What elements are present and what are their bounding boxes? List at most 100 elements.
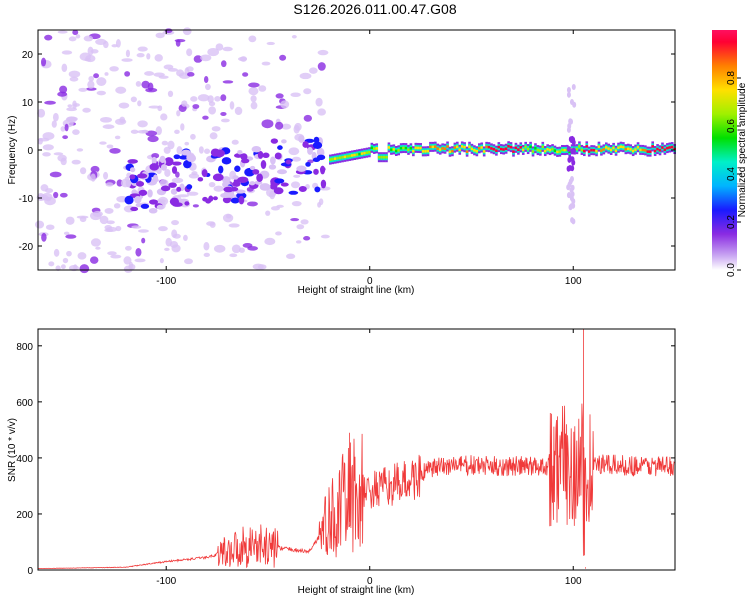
carrier-core	[622, 145, 625, 149]
carrier-core	[580, 148, 584, 152]
noise-blob	[300, 219, 309, 225]
carrier-core	[358, 152, 361, 156]
carrier-core	[575, 147, 579, 151]
carrier-core	[380, 155, 383, 159]
noise-blob	[66, 250, 72, 257]
carrier-core	[341, 155, 344, 159]
signal-blob	[124, 195, 134, 205]
carrier-core	[377, 155, 381, 159]
carrier-core	[653, 149, 657, 153]
noise-blob	[200, 54, 212, 62]
carrier-core	[656, 147, 659, 151]
noise-blob	[62, 257, 69, 264]
noise-blob	[109, 66, 119, 72]
noise-blob	[107, 251, 117, 256]
noise-blob	[53, 248, 60, 257]
carrier-core	[541, 145, 545, 149]
noise-blob	[261, 119, 274, 129]
noise-blob	[198, 146, 204, 154]
carrier-core	[502, 148, 506, 151]
carrier-core	[587, 150, 591, 153]
noise-blob	[270, 206, 280, 211]
carrier-core	[355, 153, 359, 156]
signal-blob	[236, 192, 247, 199]
noise-blob	[82, 107, 91, 113]
burst-blob	[568, 155, 573, 162]
burst-blob	[571, 147, 576, 154]
spectrogram-marks	[34, 27, 676, 274]
noise-blob	[45, 197, 52, 202]
signal-blob	[169, 197, 180, 206]
signal-blob	[234, 165, 241, 172]
noise-blob	[192, 204, 199, 208]
noise-blob	[183, 234, 188, 241]
carrier-core	[333, 157, 337, 160]
carrier-core	[636, 145, 640, 149]
noise-blob	[291, 35, 297, 39]
carrier-core	[507, 144, 510, 148]
noise-blob	[90, 173, 96, 182]
noise-blob	[159, 179, 169, 187]
carrier-core	[436, 147, 440, 150]
signal-blob	[202, 196, 208, 202]
carrier-core	[453, 146, 457, 149]
signal-blob	[129, 174, 136, 180]
burst-blob	[571, 139, 576, 146]
signal-blob	[312, 157, 321, 163]
noise-blob	[37, 192, 45, 202]
burst-blob	[566, 87, 571, 94]
signal-blob	[270, 156, 276, 165]
carrier-core	[385, 155, 388, 159]
signal-blob	[147, 189, 153, 198]
carrier-core	[600, 149, 603, 152]
noise-blob	[167, 90, 174, 98]
noise-blob	[79, 264, 90, 274]
noise-blob	[105, 182, 114, 187]
noise-blob	[90, 238, 101, 247]
noise-blob	[303, 236, 311, 241]
noise-blob	[197, 94, 210, 102]
carrier-core	[629, 148, 633, 151]
signal-blob	[238, 195, 245, 205]
carrier-core	[375, 147, 379, 150]
noise-blob	[160, 113, 168, 121]
signal-blob	[252, 169, 260, 175]
noise-blob	[213, 185, 224, 192]
signal-blob	[280, 182, 289, 187]
noise-blob	[242, 72, 249, 77]
colorbar-tick-label: 0.2	[726, 215, 737, 229]
noise-blob	[290, 218, 300, 222]
noise-blob	[136, 53, 145, 58]
carrier-core	[568, 150, 571, 154]
carrier-core	[641, 148, 645, 152]
carrier-core	[451, 149, 454, 153]
noise-blob	[279, 54, 287, 61]
signal-blob	[298, 186, 307, 192]
noise-blob	[231, 139, 239, 145]
carrier-core	[548, 148, 552, 152]
noise-blob	[229, 101, 235, 110]
spectrogram-ylabel: Frequency (Hz)	[7, 116, 18, 185]
noise-blob	[115, 86, 127, 94]
carrier-core	[619, 145, 623, 149]
noise-blob	[104, 208, 114, 214]
signal-blob	[277, 145, 283, 150]
burst-blob	[571, 218, 576, 225]
noise-blob	[175, 171, 180, 178]
noise-blob	[174, 129, 180, 135]
noise-blob	[248, 82, 260, 88]
noise-blob	[174, 38, 186, 43]
noise-blob	[131, 225, 142, 229]
signal-blob	[270, 138, 279, 144]
signal-blob	[223, 186, 234, 193]
noise-blob	[83, 35, 94, 42]
noise-blob	[104, 72, 109, 76]
signal-blob	[274, 178, 285, 184]
noise-blob	[110, 254, 122, 259]
noise-blob	[221, 60, 227, 68]
carrier-core	[414, 146, 418, 150]
carrier-core	[648, 150, 652, 153]
noise-blob	[53, 191, 59, 199]
carrier-core	[446, 145, 449, 148]
snr-xtick-label: 0	[367, 576, 373, 587]
